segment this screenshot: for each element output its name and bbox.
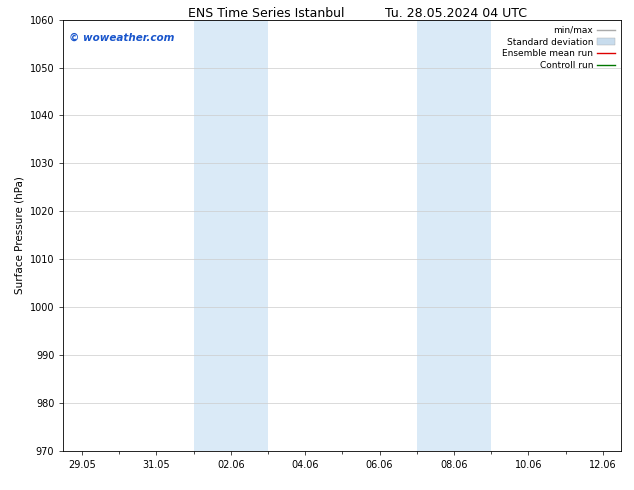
Legend: min/max, Standard deviation, Ensemble mean run, Controll run: min/max, Standard deviation, Ensemble me… (500, 24, 617, 72)
Bar (193, 20, 268, 451)
Text: Tu. 28.05.2024 04 UTC: Tu. 28.05.2024 04 UTC (385, 7, 527, 21)
Y-axis label: Surface Pressure (hPa): Surface Pressure (hPa) (14, 176, 24, 294)
Text: © woweather.com: © woweather.com (69, 32, 174, 43)
Bar (417, 20, 491, 451)
Text: ENS Time Series Istanbul: ENS Time Series Istanbul (188, 7, 344, 21)
